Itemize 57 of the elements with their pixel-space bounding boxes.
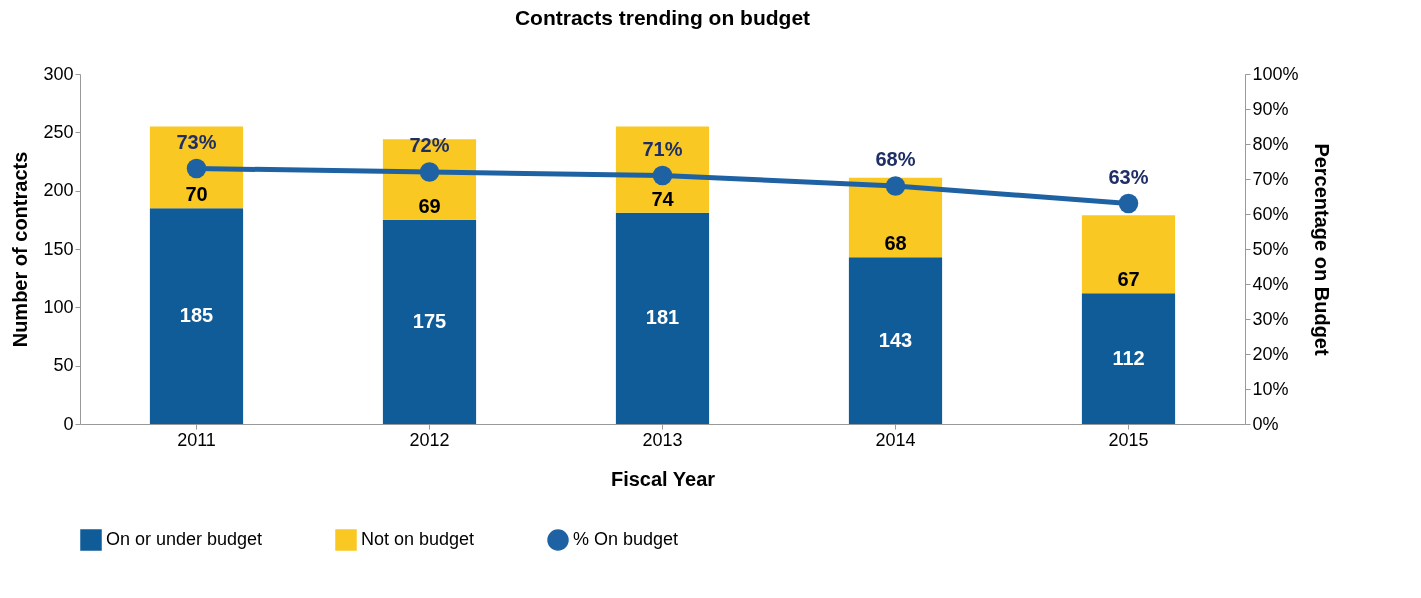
- data-label: 69: [418, 194, 441, 217]
- y2-tick-label: 10%: [1252, 378, 1289, 399]
- legend-label: On or under budget: [106, 529, 263, 549]
- point: [652, 165, 673, 186]
- bar: [382, 219, 477, 424]
- data-label: 68%: [875, 148, 916, 170]
- legend-label: % On budget: [573, 529, 679, 549]
- y2-axis-title: Percentage on Budget: [1310, 143, 1333, 356]
- bar: [149, 126, 244, 209]
- y2-tick-label: 60%: [1252, 203, 1289, 224]
- x-tick-label: 2015: [1108, 429, 1149, 450]
- bar: [615, 212, 710, 424]
- x-axis-title: Fiscal Year: [610, 467, 716, 490]
- y-tick-label: 100: [43, 296, 74, 317]
- y2-tick-label: 50%: [1252, 238, 1289, 259]
- data-label: 185: [179, 304, 214, 327]
- point: [186, 158, 207, 179]
- y-tick-label: 200: [43, 180, 74, 201]
- y-tick-label: 0: [63, 413, 74, 434]
- data-label: 63%: [1108, 165, 1149, 188]
- y2-tick-label: 70%: [1252, 168, 1289, 189]
- data-label: 70: [185, 183, 208, 206]
- data-label: 143: [878, 328, 913, 351]
- y-tick-label: 150: [43, 238, 74, 259]
- data-label: 74: [651, 187, 675, 210]
- chart-title: Contracts trending on budget: [514, 6, 811, 29]
- y2-tick-label: 20%: [1252, 343, 1289, 364]
- y-tick-label: 50: [53, 355, 74, 376]
- y2-tick-label: 40%: [1252, 273, 1289, 294]
- bar: [848, 257, 943, 424]
- y-tick-label: 250: [43, 121, 74, 142]
- y-tick-label: 300: [43, 63, 74, 84]
- data-label: 181: [645, 306, 680, 329]
- bar: [1081, 215, 1176, 294]
- data-label: 73%: [176, 130, 217, 153]
- x-tick-label: 2013: [642, 429, 683, 450]
- data-label: 112: [1112, 346, 1145, 369]
- y2-tick-label: 100%: [1252, 63, 1299, 84]
- data-label: 72%: [409, 134, 450, 156]
- point: [885, 176, 906, 196]
- bar: [149, 208, 244, 424]
- x-tick-label: 2012: [409, 429, 450, 450]
- x-tick-label: 2014: [875, 429, 916, 450]
- y2-tick-label: 0%: [1252, 413, 1279, 434]
- legend-label: Not on budget: [361, 529, 475, 549]
- point: [1118, 193, 1139, 214]
- y2-tick-label: 30%: [1252, 308, 1289, 329]
- y2-tick-label: 80%: [1252, 133, 1289, 154]
- data-label: 67: [1117, 268, 1140, 291]
- x-tick-label: 2011: [177, 429, 216, 450]
- data-label: 68: [884, 232, 907, 255]
- data-label: 71%: [642, 137, 683, 160]
- bar: [1081, 293, 1176, 424]
- y2-tick-label: 90%: [1252, 98, 1289, 119]
- data-label: 175: [412, 309, 447, 332]
- point: [419, 162, 440, 182]
- y-axis-title: Number of contracts: [9, 151, 32, 348]
